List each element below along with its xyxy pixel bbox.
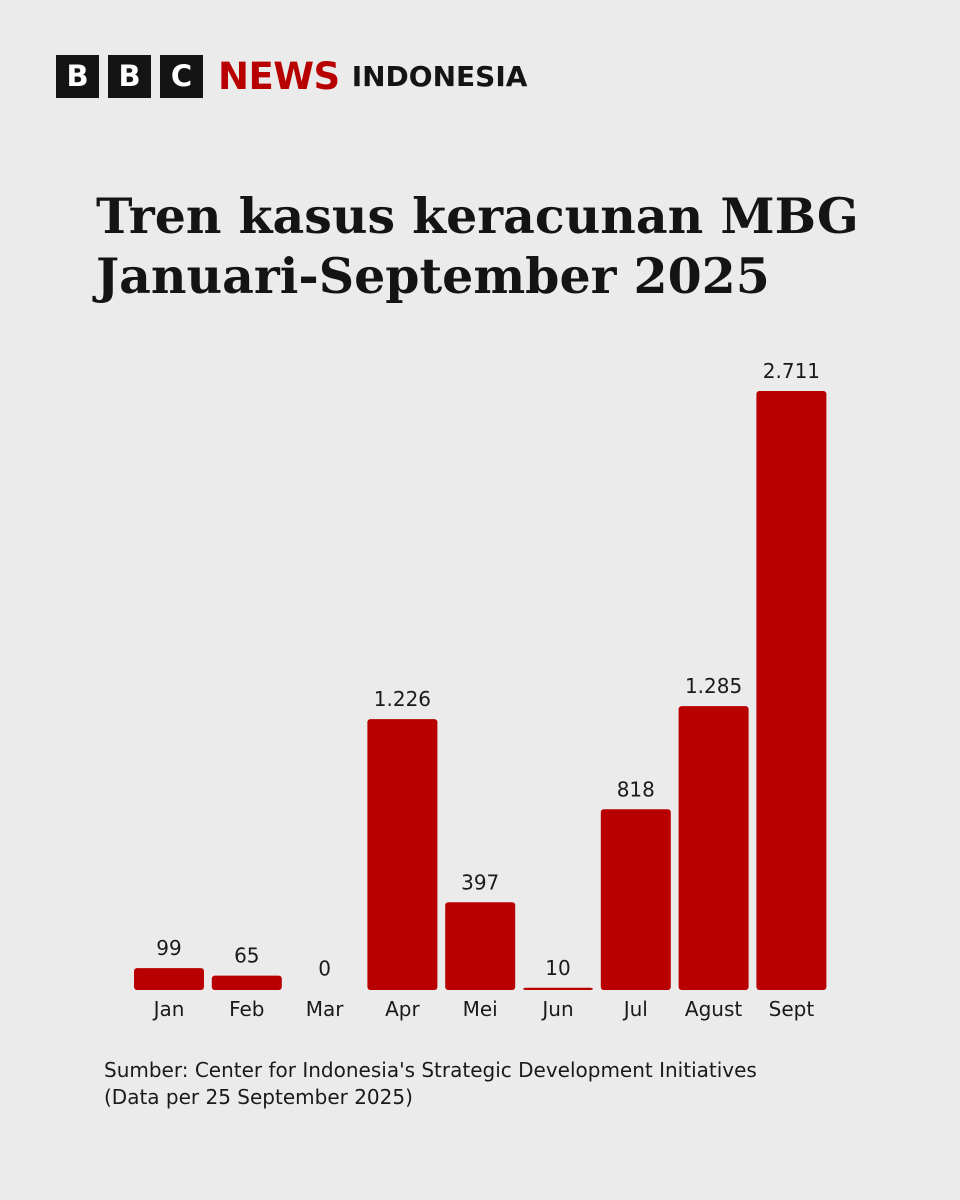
value-label-agust: 1.285 <box>685 674 742 698</box>
category-label-jun: Jun <box>540 997 573 1021</box>
value-label-mei: 397 <box>461 870 499 894</box>
bbc-logo-letter-c: C <box>160 54 203 98</box>
value-label-sept: 2.711 <box>763 359 820 383</box>
bar-apr <box>367 719 438 990</box>
bar-agust <box>678 706 749 990</box>
chart-title-line-1: Tren kasus keracunan MBG <box>96 187 859 245</box>
bar-feb <box>211 975 282 990</box>
category-label-feb: Feb <box>229 997 264 1021</box>
category-label-mei: Mei <box>463 997 498 1021</box>
chart-title: Tren kasus keracunan MBG Januari-Septemb… <box>96 186 916 306</box>
value-label-apr: 1.226 <box>374 687 431 711</box>
news-wordmark: NEWS <box>218 54 340 98</box>
source-note: Sumber: Center for Indonesia's Strategic… <box>104 1057 924 1111</box>
bar-sept <box>756 391 827 990</box>
bar-chart: 99 Jan 65 Feb 0 Mar 1.226 Apr 397 Mei 10 Jun 818 Jul 1… <box>134 359 827 1021</box>
value-label-feb: 65 <box>234 944 259 968</box>
category-label-jul: Jul <box>622 997 648 1021</box>
value-label-jan: 99 <box>156 936 181 960</box>
bbc-logo-letter-b1: B <box>56 54 99 98</box>
bbc-news-indonesia-logo: B B C NEWS INDONESIA <box>56 54 527 98</box>
bar-jun <box>523 987 593 990</box>
bar-jul <box>600 809 671 990</box>
category-label-sept: Sept <box>769 997 815 1021</box>
bar-mei <box>445 902 516 990</box>
category-label-mar: Mar <box>306 997 345 1021</box>
value-label-mar: 0 <box>318 957 331 981</box>
category-label-agust: Agust <box>685 997 742 1021</box>
category-label-apr: Apr <box>385 997 420 1021</box>
bar-jan <box>134 968 204 990</box>
category-label-jan: Jan <box>152 997 185 1021</box>
value-label-jun: 10 <box>545 956 570 980</box>
chart-title-line-2: Januari-September 2025 <box>96 247 770 305</box>
value-label-jul: 818 <box>617 777 655 801</box>
edition-wordmark: INDONESIA <box>351 59 528 93</box>
bbc-logo-letter-b2: B <box>108 54 151 98</box>
source-line-1: Sumber: Center for Indonesia's Strategic… <box>104 1058 757 1082</box>
source-line-2: (Data per 25 September 2025) <box>104 1085 413 1109</box>
